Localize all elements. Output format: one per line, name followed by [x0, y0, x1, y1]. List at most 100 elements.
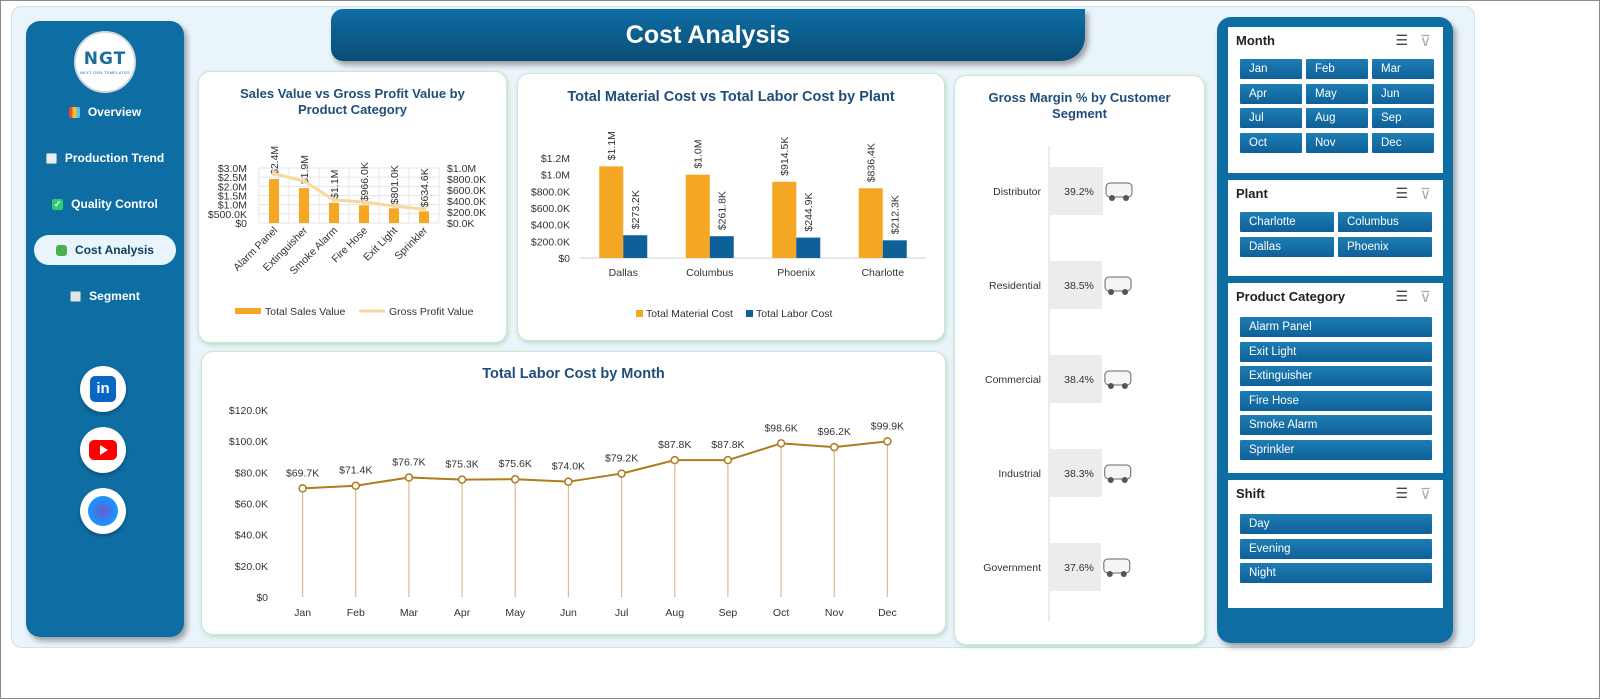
- x-tick-label: Sep: [719, 607, 738, 619]
- slicer-shift: Shift ☰ ⊽ Day Evening Night: [1228, 480, 1443, 608]
- x-tick-label: Nov: [825, 607, 844, 619]
- slicer-item[interactable]: Apr: [1240, 83, 1302, 104]
- slicer-item[interactable]: Smoke Alarm: [1240, 415, 1432, 435]
- material-data-label: $1.0M: [693, 139, 705, 168]
- slicer-item[interactable]: Dec: [1372, 132, 1434, 153]
- labor-data-label: $212.3K: [890, 195, 902, 234]
- clear-filter-icon[interactable]: ⊽: [1420, 186, 1431, 203]
- legend-label: Total Labor Cost: [756, 308, 833, 320]
- x-tick-label: Dec: [878, 607, 897, 619]
- slicer-item[interactable]: Dallas: [1240, 236, 1334, 257]
- category-label: Commercial: [985, 374, 1041, 386]
- labor-by-month-chart: $120.0K $100.0K $80.0K $60.0K $40.0K $20.0K $0…: [229, 405, 904, 619]
- youtube-button[interactable]: [80, 427, 126, 473]
- y-tick-label-left: $3.0M: [218, 163, 247, 175]
- y-tick-label-right: $600.0K: [447, 185, 486, 197]
- slicer-item[interactable]: Oct: [1240, 132, 1302, 153]
- multi-select-icon[interactable]: ☰: [1395, 32, 1409, 48]
- data-label: $74.0K: [552, 461, 585, 473]
- data-label: $75.3K: [445, 459, 478, 471]
- website-button[interactable]: [80, 488, 126, 534]
- chart-title: Total Labor Cost by Month: [482, 366, 665, 382]
- nav-item-quality-control[interactable]: ✓ Quality Control: [34, 189, 176, 219]
- car-icon: [1103, 558, 1131, 574]
- card-gross-margin: Gross Margin % by Customer Segment Distr…: [954, 75, 1205, 645]
- slicer-item[interactable]: Jul: [1240, 108, 1302, 128]
- car-icon-wheel: [1122, 289, 1129, 295]
- checkmark-icon: ✓: [52, 198, 64, 210]
- slicer-item[interactable]: Columbus: [1338, 212, 1432, 232]
- sidebar: NGT NEXT GEN TEMPLATES Overview Producti…: [26, 21, 184, 637]
- y-tick-label: $40.0K: [235, 530, 268, 542]
- line-point: [511, 474, 520, 484]
- slicer-item[interactable]: Aug: [1306, 108, 1368, 128]
- nav-label: Production Trend: [64, 151, 165, 165]
- nav-item-production-trend[interactable]: Production Trend: [34, 143, 176, 173]
- slicer-item[interactable]: Mar: [1372, 59, 1434, 79]
- x-tick-label: Jul: [615, 607, 628, 619]
- margin-data-label: 38.4%: [1064, 374, 1094, 386]
- y-tick-label: $800.0K: [531, 186, 570, 198]
- y-tick-label-right: $0.0K: [447, 218, 474, 230]
- y-tick-label: $200.0K: [531, 236, 570, 248]
- slicer-item[interactable]: Phoenix: [1338, 236, 1432, 257]
- slicer-item[interactable]: Jun: [1372, 83, 1434, 104]
- legend-swatch-labor: [746, 310, 753, 317]
- clear-filter-icon[interactable]: ⊽: [1420, 486, 1431, 503]
- line-point: [830, 442, 839, 452]
- x-tick-label: Dallas: [609, 267, 638, 279]
- slicer-item[interactable]: Day: [1240, 514, 1432, 534]
- logo-mark: NGT: [83, 49, 127, 69]
- margin-data-label: 38.3%: [1064, 468, 1094, 480]
- nav-item-cost-analysis[interactable]: Cost Analysis: [34, 235, 176, 265]
- slicer-item[interactable]: Evening: [1240, 538, 1432, 559]
- sales-bar: [359, 205, 369, 223]
- legend-label: Total Sales Value: [265, 306, 346, 318]
- line-point: [670, 455, 679, 465]
- labor-data-label: $244.9K: [803, 192, 815, 231]
- nav-label: Quality Control: [71, 197, 158, 211]
- slicer-item[interactable]: Extinguisher: [1240, 366, 1432, 386]
- margin-bar: [1049, 449, 1102, 497]
- slicer-item[interactable]: Sprinkler: [1240, 439, 1432, 460]
- clear-filter-icon[interactable]: ⊽: [1420, 33, 1431, 50]
- x-tick-label: Charlotte: [861, 267, 904, 279]
- sales-data-label: $1.1M: [329, 170, 341, 199]
- nav-label: Overview: [87, 105, 142, 119]
- multi-select-icon[interactable]: ☰: [1395, 185, 1409, 201]
- car-icon-wheel: [1107, 383, 1114, 389]
- sales-bar: [419, 211, 429, 223]
- material-cost-bar: [599, 166, 624, 258]
- legend-label: Gross Profit Value: [389, 306, 474, 318]
- slicer-item[interactable]: Nov: [1306, 132, 1368, 153]
- multi-select-icon[interactable]: ☰: [1395, 485, 1409, 501]
- slicer-item[interactable]: May: [1306, 83, 1368, 104]
- gross-profit-point: [391, 203, 397, 209]
- car-icon-wheel: [1106, 571, 1113, 577]
- slicer-item[interactable]: Charlotte: [1240, 212, 1334, 232]
- slicer-item[interactable]: Sep: [1372, 108, 1434, 128]
- slicer-item[interactable]: Feb: [1306, 59, 1368, 79]
- slicer-item[interactable]: Exit Light: [1240, 341, 1432, 362]
- slicer-item[interactable]: Night: [1240, 563, 1432, 583]
- category-label: Industrial: [998, 468, 1041, 480]
- slicer-item[interactable]: Fire Hose: [1240, 390, 1432, 411]
- sales-data-label: $801.0K: [389, 165, 401, 204]
- clipboard-icon: [70, 290, 82, 302]
- slicer-toolbar: ☰ ⊽: [1395, 288, 1431, 306]
- x-tick-label: Jan: [294, 607, 311, 619]
- linkedin-button[interactable]: in: [80, 366, 126, 412]
- clear-filter-icon[interactable]: ⊽: [1420, 289, 1431, 306]
- nav-item-segment[interactable]: Segment: [34, 281, 176, 311]
- y-tick-label-left: $2.0M: [218, 181, 247, 193]
- multi-select-icon[interactable]: ☰: [1395, 288, 1409, 304]
- slicer-item[interactable]: Jan: [1240, 59, 1302, 79]
- data-label: $69.7K: [286, 467, 319, 479]
- legend-label: Total Material Cost: [646, 308, 733, 320]
- y-tick-label-right: $1.0M: [447, 163, 476, 175]
- nav-label: Segment: [89, 289, 140, 303]
- sales-bar: [299, 188, 309, 223]
- slicer-item[interactable]: Alarm Panel: [1240, 317, 1432, 337]
- nav-item-overview[interactable]: Overview: [34, 97, 176, 127]
- car-icon: [1105, 182, 1133, 198]
